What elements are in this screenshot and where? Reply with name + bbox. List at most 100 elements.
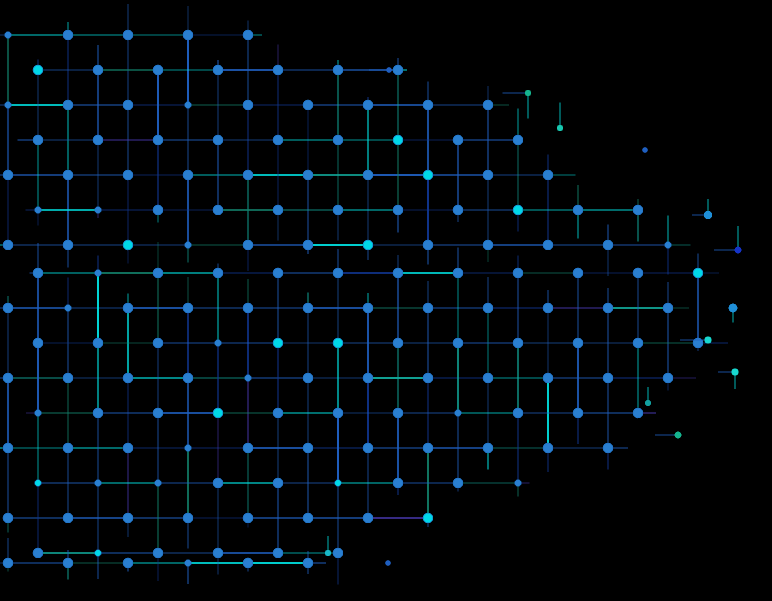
- lattice-node: [184, 101, 192, 109]
- lattice-node: [64, 304, 72, 312]
- lattice-node: [512, 134, 524, 146]
- lattice-node: [92, 337, 104, 349]
- lattice-outlier-node: [674, 431, 682, 439]
- lattice-node: [242, 512, 254, 524]
- lattice-node: [122, 372, 134, 384]
- lattice-node: [452, 134, 464, 146]
- lattice-node: [214, 339, 222, 347]
- lattice-node: [212, 477, 224, 489]
- lattice-node: [602, 239, 614, 251]
- lattice-node: [122, 442, 134, 454]
- lattice-node: [122, 302, 134, 314]
- lattice-node: [182, 372, 194, 384]
- lattice-node: [184, 559, 192, 567]
- lattice-node: [514, 479, 522, 487]
- lattice-nodes-layer: [2, 29, 704, 569]
- lattice-node: [632, 204, 644, 216]
- lattice-node: [542, 169, 554, 181]
- lattice-node: [182, 302, 194, 314]
- lattice-node: [664, 241, 672, 249]
- lattice-node: [242, 169, 254, 181]
- lattice-node: [602, 442, 614, 454]
- lattice-node: [572, 204, 584, 216]
- lattice-node: [94, 206, 102, 214]
- lattice-node: [512, 407, 524, 419]
- lattice-node: [2, 372, 14, 384]
- lattice-node: [482, 239, 494, 251]
- lattice-outlier-node: [644, 399, 652, 407]
- lattice-node: [332, 134, 344, 146]
- lattice-node: [182, 29, 194, 41]
- lattice-node: [512, 267, 524, 279]
- lattice-node: [184, 444, 192, 452]
- lattice-outlier-node: [728, 303, 738, 313]
- lattice-node: [392, 407, 404, 419]
- lattice-node: [452, 204, 464, 216]
- lattice-outlier-node: [734, 246, 742, 254]
- lattice-node: [422, 512, 434, 524]
- lattice-node: [272, 134, 284, 146]
- lattice-outlier-node: [386, 67, 392, 73]
- lattice-node: [632, 267, 644, 279]
- lattice-node: [2, 169, 14, 181]
- lattice-node: [452, 337, 464, 349]
- lattice-node: [392, 64, 404, 76]
- lattice-node: [454, 409, 462, 417]
- lattice-node: [362, 169, 374, 181]
- lattice-node: [662, 372, 674, 384]
- lattice-outlier-node: [324, 549, 332, 557]
- lattice-node: [242, 302, 254, 314]
- lattice-node: [122, 557, 134, 569]
- lattice-node: [212, 134, 224, 146]
- lattice-node: [452, 477, 464, 489]
- lattice-node: [92, 407, 104, 419]
- lattice-outlier-node: [556, 124, 564, 132]
- lattice-node: [242, 99, 254, 111]
- lattice-node: [92, 64, 104, 76]
- lattice-outliers-layer: [324, 67, 742, 566]
- lattice-node: [602, 372, 614, 384]
- lattice-node: [62, 557, 74, 569]
- lattice-outlier-node: [385, 560, 391, 566]
- lattice-node: [392, 204, 404, 216]
- lattice-node: [182, 512, 194, 524]
- lattice-node: [422, 302, 434, 314]
- lattice-node: [62, 372, 74, 384]
- lattice-node: [154, 479, 162, 487]
- lattice-node: [302, 372, 314, 384]
- lattice-node: [272, 407, 284, 419]
- lattice-node: [2, 239, 14, 251]
- lattice-node: [362, 239, 374, 251]
- lattice-node: [302, 302, 314, 314]
- lattice-node: [212, 64, 224, 76]
- lattice-node: [34, 409, 42, 417]
- lattice-node: [94, 269, 102, 277]
- lattice-node: [332, 547, 344, 559]
- lattice-node: [272, 547, 284, 559]
- lattice-node: [392, 267, 404, 279]
- lattice-node: [4, 31, 12, 39]
- lattice-node: [332, 267, 344, 279]
- lattice-node: [122, 512, 134, 524]
- lattice-node: [542, 302, 554, 314]
- lattice-node: [512, 337, 524, 349]
- lattice-node: [2, 442, 14, 454]
- lattice-node: [184, 241, 192, 249]
- lattice-node: [422, 372, 434, 384]
- lattice-node: [212, 204, 224, 216]
- lattice-node: [302, 557, 314, 569]
- lattice-node: [362, 372, 374, 384]
- lattice-node: [242, 442, 254, 454]
- lattice-node: [512, 204, 524, 216]
- lattice-node: [62, 512, 74, 524]
- lattice-node: [272, 267, 284, 279]
- lattice-node: [32, 267, 44, 279]
- lattice-node: [32, 64, 44, 76]
- lattice-node: [482, 302, 494, 314]
- lattice-outlier-node: [524, 89, 532, 97]
- lattice-node: [632, 337, 644, 349]
- lattice-node: [422, 169, 434, 181]
- lattice-node: [482, 99, 494, 111]
- lattice-node: [332, 407, 344, 419]
